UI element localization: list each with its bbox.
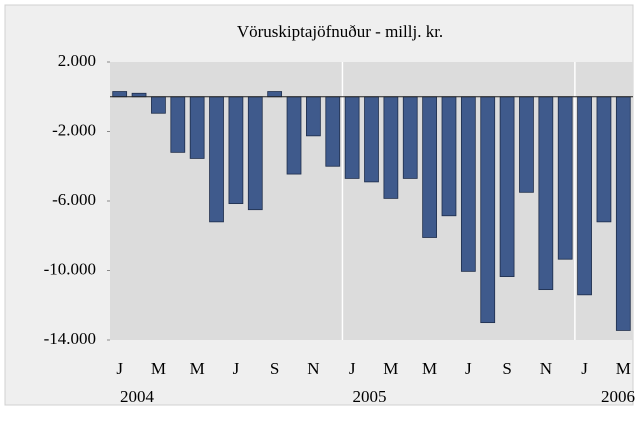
x-tick-label: N <box>540 359 552 378</box>
x-tick-label: J <box>116 359 123 378</box>
bar <box>189 96 205 159</box>
x-tick-label: M <box>422 359 437 378</box>
bar <box>247 96 263 211</box>
bar <box>383 96 399 199</box>
bar <box>344 96 360 179</box>
bar <box>615 96 631 331</box>
bar <box>131 92 147 98</box>
bar <box>557 96 573 260</box>
x-tick-label: J <box>349 359 356 378</box>
year-label: 2004 <box>120 387 155 406</box>
bar <box>306 96 321 137</box>
bar <box>422 96 437 238</box>
x-tick-label: M <box>151 359 166 378</box>
y-tick-label: -6.000 <box>52 190 96 209</box>
chart-title: Vöruskiptajöfnuður - millj. kr. <box>237 22 443 41</box>
bar <box>325 96 341 167</box>
bar <box>402 96 418 179</box>
year-label: 2005 <box>352 387 386 406</box>
x-tick-label: S <box>502 359 511 378</box>
bar <box>577 96 592 296</box>
bar <box>170 96 186 153</box>
x-tick-label: N <box>307 359 319 378</box>
bar <box>228 96 244 205</box>
y-tick-label: -10.000 <box>44 259 96 278</box>
bar <box>151 96 166 114</box>
bar <box>364 96 379 183</box>
x-tick-label: J <box>465 359 472 378</box>
y-tick-label: -2.000 <box>52 120 96 139</box>
bar <box>596 96 612 223</box>
x-tick-label: M <box>383 359 398 378</box>
x-tick-label: M <box>190 359 205 378</box>
bar <box>499 96 515 277</box>
bar <box>112 91 128 98</box>
bar <box>519 96 534 193</box>
bar <box>460 96 476 272</box>
bar <box>441 96 457 217</box>
y-tick-label: 2.000 <box>58 51 96 70</box>
bar <box>267 91 283 98</box>
year-label: 2006 <box>601 387 635 406</box>
bar <box>286 96 302 175</box>
x-tick-label: M <box>616 359 631 378</box>
y-tick-label: -14.000 <box>44 329 96 348</box>
x-tick-label: S <box>270 359 279 378</box>
bar <box>538 96 554 291</box>
x-tick-label: J <box>581 359 588 378</box>
x-tick-label: J <box>233 359 240 378</box>
bar <box>209 96 224 223</box>
bar <box>480 96 496 324</box>
